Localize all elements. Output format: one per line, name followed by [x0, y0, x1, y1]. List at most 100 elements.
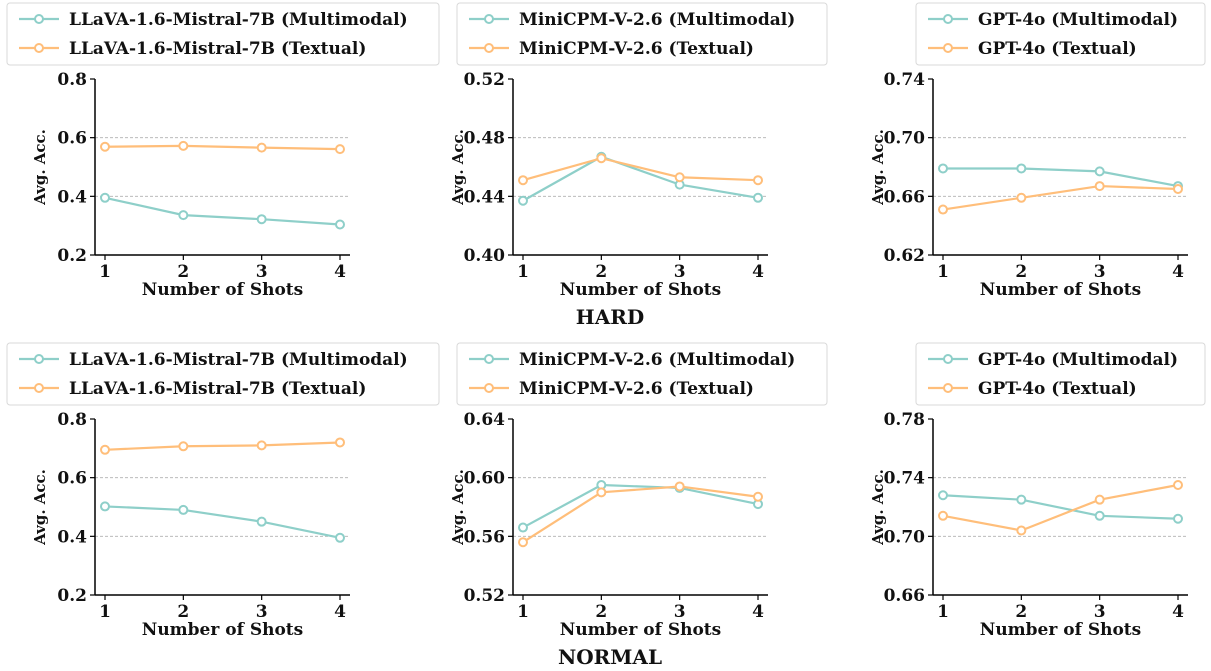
x-tick-label: 1 [99, 262, 111, 282]
data-point-textual [518, 537, 528, 548]
legend-box [6, 342, 440, 406]
data-point-textual [1173, 480, 1183, 490]
legend-label: LLaVA-1.6-Mistral-7B (Textual) [69, 39, 366, 59]
x-tick-label: 2 [1015, 602, 1027, 622]
legend-marker-multimodal [484, 14, 494, 24]
legend-box [456, 2, 828, 66]
x-tick-label: 1 [517, 262, 529, 282]
x-axis-label: Number of Shots [980, 620, 1141, 640]
x-axis-label: Number of Shots [142, 620, 303, 640]
series-line-multimodal [942, 494, 1179, 520]
y-tick-label: 0.8 [57, 70, 87, 90]
y-tick-label: 0.60 [464, 469, 506, 489]
data-point-multimodal [753, 192, 763, 203]
y-axis-label: Avg. Acc. [449, 469, 467, 546]
y-axis-label: Avg. Acc. [31, 469, 49, 546]
series-line-textual [942, 184, 1179, 211]
x-axis-label: Number of Shots [142, 280, 303, 300]
x-tick-label: 3 [1094, 602, 1106, 622]
x-tick-label: 4 [752, 262, 764, 282]
series-line-textual [104, 441, 341, 451]
data-point-textual [1016, 525, 1027, 536]
legend-label: GPT-4o (Textual) [978, 379, 1137, 399]
y-tick-label: 0.8 [57, 410, 87, 430]
legend-box [915, 2, 1206, 66]
legend: GPT-4o (Multimodal) GPT-4o (Textual) [915, 342, 1206, 406]
series-line-textual [522, 157, 759, 182]
chart-6: 0.66 0.70 0.74 0.78 1 2 3 4 Number of Shots Avg. … [869, 342, 1206, 640]
x-tick-label: 4 [1172, 262, 1184, 282]
legend-label: LLaVA-1.6-Mistral-7B (Multimodal) [69, 350, 408, 370]
charts-container: 0.2 0.4 0.6 0.8 1 2 3 4 Number of Shots Avg. Acc.… [6, 2, 1206, 640]
x-tick-label: 1 [99, 602, 111, 622]
data-point-multimodal [178, 210, 189, 221]
data-point-multimodal [1094, 166, 1105, 177]
data-point-textual [335, 144, 345, 155]
x-tick-label: 1 [937, 602, 949, 622]
y-axis-label: Avg. Acc. [869, 469, 887, 546]
legend-marker-textual [484, 43, 494, 53]
data-point-textual [1094, 494, 1105, 505]
legend-label: MiniCPM-V-2.6 (Textual) [519, 379, 754, 399]
data-point-textual [674, 481, 685, 492]
legend-label: GPT-4o (Textual) [978, 39, 1137, 59]
y-tick-label: 0.4 [57, 187, 87, 207]
legend-marker-multimodal [34, 354, 44, 364]
chart-1: 0.2 0.4 0.6 0.8 1 2 3 4 Number of Shots Avg. Acc.… [6, 2, 440, 300]
group-caption-normal: NORMAL [558, 645, 662, 669]
legend-box [6, 2, 440, 66]
data-point-textual [1173, 184, 1183, 194]
data-point-multimodal [938, 490, 948, 501]
x-tick-label: 3 [1094, 262, 1106, 282]
y-tick-label: 0.2 [57, 586, 87, 606]
data-point-textual [1094, 181, 1105, 192]
data-point-multimodal [1016, 163, 1027, 174]
data-point-multimodal [1173, 513, 1183, 524]
legend-box [456, 342, 828, 406]
y-tick-label: 0.62 [884, 246, 925, 266]
y-axis-label: Avg. Acc. [869, 129, 887, 206]
x-tick-label: 2 [595, 602, 607, 622]
chart-4: 0.2 0.4 0.6 0.8 1 2 3 4 Number of Shots Avg. Acc.… [6, 342, 440, 640]
legend-label: MiniCPM-V-2.6 (Multimodal) [519, 350, 795, 370]
y-tick-label: 0.74 [884, 70, 926, 90]
data-point-multimodal [335, 532, 345, 543]
y-tick-label: 0.52 [464, 586, 505, 606]
data-point-textual [178, 441, 189, 452]
series-line-multimodal [943, 167, 1179, 188]
y-tick-label: 0.2 [57, 246, 87, 266]
data-point-multimodal [100, 192, 110, 203]
y-tick-label: 0.4 [57, 527, 87, 547]
legend-marker-textual [943, 383, 953, 393]
legend: LLaVA-1.6-Mistral-7B (Multimodal) LLaVA-1… [6, 342, 440, 406]
y-tick-label: 0.64 [464, 410, 506, 430]
y-axis-label: Avg. Acc. [31, 129, 49, 206]
data-point-multimodal [100, 501, 110, 512]
data-point-textual [518, 175, 528, 186]
y-tick-label: 0.66 [884, 586, 925, 606]
x-tick-label: 3 [674, 602, 686, 622]
x-tick-label: 4 [334, 262, 346, 282]
data-point-textual [256, 440, 267, 451]
data-point-textual [100, 141, 110, 152]
chart-5: 0.52 0.56 0.60 0.64 1 2 3 4 Number of Shots Avg. … [449, 342, 828, 640]
x-tick-label: 2 [595, 262, 607, 282]
y-tick-label: 0.74 [884, 469, 926, 489]
legend-marker-textual [34, 383, 44, 393]
legend-marker-multimodal [484, 354, 494, 364]
x-tick-label: 3 [256, 262, 268, 282]
data-point-textual [596, 153, 607, 164]
chart-3: 0.62 0.66 0.70 0.74 1 2 3 4 Number of Shots Avg. … [869, 2, 1206, 300]
x-axis-label: Number of Shots [560, 280, 721, 300]
data-point-textual [674, 172, 685, 183]
data-point-multimodal [1016, 494, 1027, 505]
y-tick-label: 0.44 [464, 187, 506, 207]
y-tick-label: 0.40 [464, 246, 506, 266]
data-point-textual [753, 491, 763, 502]
data-point-textual [596, 487, 607, 498]
legend-box [915, 342, 1206, 406]
x-tick-label: 2 [1015, 262, 1027, 282]
x-axis-label: Number of Shots [980, 280, 1141, 300]
legend-marker-multimodal [34, 14, 44, 24]
